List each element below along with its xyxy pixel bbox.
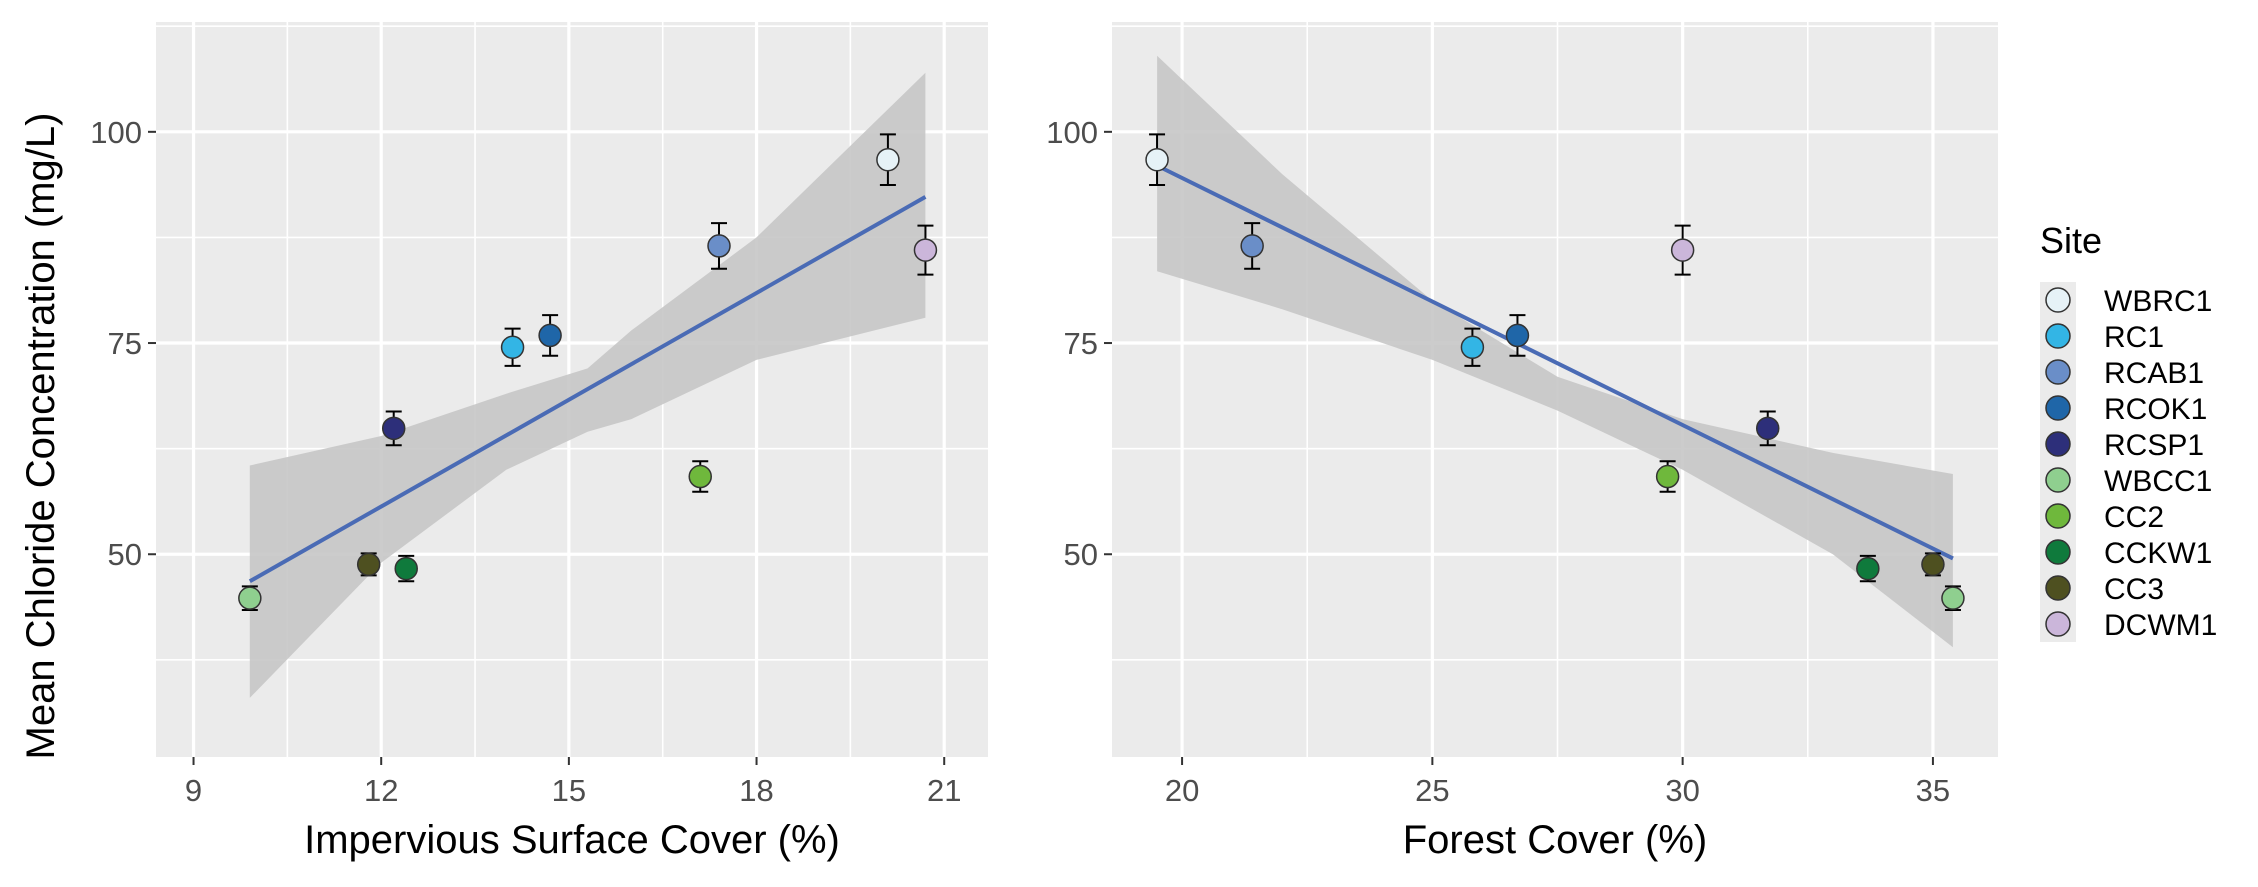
point-cc3 [356, 552, 381, 577]
legend-item: WBRC1 [2045, 285, 2212, 318]
point-wbcc1 [238, 586, 262, 610]
x-tick-label: 35 [1916, 773, 1950, 808]
legend-label: DCWM1 [2104, 609, 2217, 642]
x-tick-label: 9 [185, 773, 202, 808]
x-tick-label: 15 [552, 773, 586, 808]
legend-swatch-cc3 [2045, 575, 2071, 601]
legend-label: CC3 [2104, 573, 2164, 606]
legend-item: RCOK1 [2045, 393, 2207, 426]
regression-line [1156, 163, 1954, 561]
confidence-band [249, 72, 926, 698]
y-tick-label: 100 [1046, 115, 1098, 150]
legend-label: RCAB1 [2104, 357, 2204, 390]
axis-ticks: 20 25 30 35 50 75 100 [1046, 115, 1950, 808]
legend-item: RC1 [2045, 321, 2164, 354]
point-rc1 [500, 335, 525, 360]
point-wbcc1 [1941, 586, 1965, 610]
x-tick-label: 25 [1415, 773, 1449, 808]
point-dcwm1 [1670, 238, 1695, 262]
legend-swatch-rcsp1 [2045, 431, 2071, 457]
legend-swatch-rcok1 [2045, 395, 2071, 421]
y-axis-title: Mean Chloride Concentration (mg/L) [19, 113, 63, 760]
axis-ticks: 9 12 15 18 21 50 75 100 [90, 115, 961, 808]
point-cc2 [688, 464, 712, 489]
legend-label: RC1 [2104, 321, 2164, 354]
point-rcab1 [1240, 234, 1264, 258]
legend-swatch-rc1 [2045, 323, 2071, 349]
legend-label: RCSP1 [2104, 429, 2204, 462]
legend-swatch-wbcc1 [2045, 467, 2071, 493]
legend-item: RCAB1 [2045, 357, 2204, 390]
point-rcsp1 [1755, 416, 1780, 441]
legend-item: CC3 [2045, 573, 2164, 606]
y-tick-label: 75 [1064, 326, 1098, 361]
legend-item: WBCC1 [2045, 465, 2212, 498]
point-cckw1 [1856, 556, 1880, 581]
y-tick-label: 50 [1064, 537, 1098, 572]
legend: Site WBRC1RC1RCAB1RCOK1RCSP1WBCC1CC2CCKW… [2040, 220, 2217, 642]
legend-item: DCWM1 [2045, 609, 2217, 642]
data-points [1145, 133, 1965, 611]
point-rcok1 [538, 323, 562, 348]
point-rcsp1 [381, 416, 406, 441]
point-wbrc1 [1145, 147, 1169, 172]
legend-swatch-cckw1 [2045, 539, 2071, 565]
legend-label: WBRC1 [2104, 285, 2212, 318]
x-tick-label: 12 [364, 773, 398, 808]
x-tick-label: 21 [927, 773, 961, 808]
legend-label: RCOK1 [2104, 393, 2207, 426]
legend-item: CCKW1 [2045, 537, 2212, 570]
legend-swatch-dcwm1 [2045, 611, 2071, 637]
y-tick-label: 100 [90, 115, 142, 150]
legend-swatch-rcab1 [2045, 359, 2071, 385]
point-rcab1 [707, 234, 731, 258]
legend-label: WBCC1 [2104, 465, 2212, 498]
data-points [238, 133, 938, 611]
panel-forest: 20 25 30 35 50 75 100 Forest Cover (%) [1046, 22, 1998, 862]
x-axis-title: Impervious Surface Cover (%) [304, 818, 840, 862]
point-cc2 [1655, 464, 1680, 489]
point-wbrc1 [876, 147, 900, 172]
y-tick-label: 75 [108, 326, 142, 361]
x-tick-label: 18 [739, 773, 773, 808]
x-axis-title: Forest Cover (%) [1403, 818, 1708, 862]
panel-impervious: 9 12 15 18 21 50 75 100 Impervious Surface Cove… [90, 22, 988, 862]
legend-swatch-wbrc1 [2045, 287, 2071, 313]
legend-title: Site [2040, 220, 2102, 261]
point-cc3 [1921, 552, 1945, 577]
x-tick-label: 30 [1665, 773, 1699, 808]
point-dcwm1 [913, 238, 938, 262]
confidence-band [1157, 55, 1953, 648]
y-tick-label: 50 [108, 537, 142, 572]
point-cckw1 [394, 556, 418, 581]
legend-item: RCSP1 [2045, 429, 2204, 462]
legend-label: CCKW1 [2104, 537, 2212, 570]
legend-item: CC2 [2045, 501, 2164, 534]
point-rcok1 [1505, 323, 1530, 348]
legend-swatch-cc2 [2045, 503, 2071, 529]
point-rc1 [1460, 335, 1485, 360]
x-tick-label: 20 [1165, 773, 1199, 808]
regression-line [248, 195, 927, 584]
legend-label: CC2 [2104, 501, 2164, 534]
